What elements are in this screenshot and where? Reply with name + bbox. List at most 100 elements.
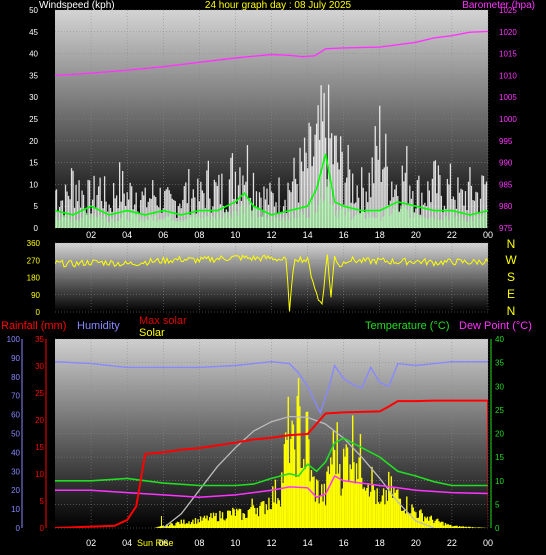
humidity-y-tick-label: 60 [11,411,20,420]
humidity-y-tick-label: 30 [11,467,20,476]
wind-y-tick-label: 10 [29,180,38,189]
x-tick-label-bottom: 04 [122,538,132,548]
compass-letter-n-bottom: N [507,304,516,318]
temperature-y-tick-label: 5 [495,500,500,509]
humidity-y-tick-label: 90 [11,354,20,363]
direction-y-tick-label: 0 [36,308,41,317]
max-solar-curve [162,415,435,528]
x-tick-label-top: 06 [158,230,168,240]
wind-y-tick-label: 5 [34,202,39,211]
compass-letter-w: W [505,253,517,267]
compass-letters: N W S E N [505,237,517,318]
windspeed-axis-title: Windspeed (kph) [39,0,115,11]
humidity-y-tick-label: 0 [16,524,21,533]
x-tick-label-bottom: 08 [194,538,204,548]
rain-y-tick-label: 30 [35,362,44,371]
barometer-y-tick-label: 975 [499,224,513,233]
legend-max-solar: Max solar [139,315,187,327]
direction-y-tick-label: 90 [31,291,40,300]
legend-rainfall: Rainfall (mm) [1,320,66,332]
rain-y-tick-label: 10 [35,470,44,479]
temperature-y-tick-label: 15 [495,453,504,462]
axis-tick-labels: 0202040406060808101012121414161618182020… [7,6,518,548]
legend-humidity: Humidity [77,320,120,332]
x-tick-label-bottom: 18 [375,538,385,548]
temperature-line [55,437,488,487]
x-tick-label-bottom: 06 [158,538,168,548]
x-tick-label-bottom: 20 [411,538,421,548]
compass-letter-n-top: N [507,237,516,251]
barometer-axis-title: Barometer (hpa) [462,0,535,11]
barometer-y-tick-label: 1010 [499,71,517,80]
direction-plots [55,254,488,312]
barometer-y-tick-label: 1005 [499,93,517,102]
x-tick-label-top: 08 [194,230,204,240]
x-tick-label-top: 16 [339,230,349,240]
x-tick-label-top: 04 [122,230,132,240]
x-tick-label-bottom: 02 [86,538,96,548]
wind-y-tick-label: 25 [29,115,38,124]
legend-temperature: Temperature (°C) [365,320,449,332]
x-tick-label-top: 22 [447,230,457,240]
direction-y-tick-label: 360 [27,239,41,248]
x-tick-label-bottom: 22 [447,538,457,548]
wind-plots [55,30,488,228]
chart-title: 24 hour graph day : 08 July 2025 [205,0,352,11]
x-tick-label-bottom: 14 [303,538,313,548]
barometer-y-tick-label: 985 [499,180,513,189]
x-tick-label-bottom: 16 [339,538,349,548]
humidity-y-tick-label: 50 [11,430,20,439]
x-tick-label-bottom: 00 [483,538,493,548]
x-tick-label-top: 02 [86,230,96,240]
wind-direction-line [55,254,488,312]
barometer-y-tick-label: 995 [499,137,513,146]
humidity-y-tick-label: 70 [11,392,20,401]
compass-letter-s: S [507,270,515,284]
humidity-y-tick-label: 80 [11,373,20,382]
x-tick-label-top: 10 [230,230,240,240]
humidity-y-tick-label: 10 [11,505,20,514]
humidity-y-tick-label: 20 [11,486,20,495]
legend-solar: Solar [139,327,165,339]
sunrise-label: Sun Rise [137,538,174,548]
temperature-y-tick-label: 20 [495,430,504,439]
barometer-line [55,30,488,77]
rain-y-tick-label: 5 [40,497,45,506]
temperature-y-tick-label: 35 [495,359,504,368]
barometer-y-tick-label: 1025 [499,6,517,15]
barometer-y-tick-label: 1015 [499,50,517,59]
solar-series [154,378,488,528]
barometer-y-tick-label: 1000 [499,115,517,124]
x-tick-label-top: 14 [303,230,313,240]
x-tick-label-bottom: 10 [230,538,240,548]
dew-point-line [55,474,488,499]
x-tick-label-top: 00 [483,230,493,240]
temperature-y-tick-label: 25 [495,406,504,415]
barometer-y-tick-label: 990 [499,159,513,168]
temperature-y-tick-label: 40 [495,335,504,344]
x-tick-label-top: 12 [266,230,276,240]
wind-y-tick-label: 15 [29,159,38,168]
x-tick-label-top: 18 [375,230,385,240]
temperature-y-tick-label: 0 [495,524,500,533]
humidity-line [55,360,488,415]
wind-y-tick-label: 35 [29,71,38,80]
average-wind-line [55,153,488,216]
x-tick-label-bottom: 12 [266,538,276,548]
humidity-y-tick-label: 40 [11,448,20,457]
wind-y-tick-label: 40 [29,50,38,59]
solar-temperature-plots [55,360,488,528]
wind-y-tick-label: 50 [29,6,38,15]
wind-y-tick-label: 30 [29,93,38,102]
compass-letter-e: E [507,287,515,301]
wind-y-tick-label: 20 [29,137,38,146]
rainfall-line [55,399,488,528]
direction-y-tick-label: 270 [27,256,41,265]
rain-y-tick-label: 0 [40,524,45,533]
temperature-y-tick-label: 30 [495,382,504,391]
wind-y-tick-label: 0 [34,224,39,233]
rain-y-tick-label: 20 [35,416,44,425]
legend-dew-point: Dew Point (°C) [459,320,532,332]
temperature-y-tick-label: 10 [495,477,504,486]
